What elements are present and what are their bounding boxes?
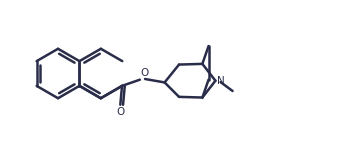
Text: N: N [217,76,225,86]
Text: O: O [117,107,125,117]
Text: O: O [140,68,149,78]
